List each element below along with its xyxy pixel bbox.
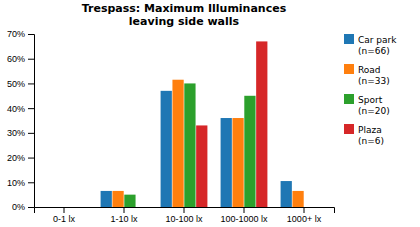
bar <box>244 96 255 207</box>
x-tick: 1000+ lx <box>287 207 322 224</box>
bar <box>304 207 315 208</box>
bar <box>161 91 172 207</box>
legend: Car park(n=66) Road(n=33) Sport(n=20) Plaza… <box>344 34 397 146</box>
title: Trespass: Maximum Illuminancesleaving si… <box>82 2 287 28</box>
y-tick: 10% <box>7 178 34 188</box>
bar-series <box>196 41 267 207</box>
y-axis: 0% 10% 20% 30% 40% 50% 60% 70% <box>7 29 35 212</box>
y-tick: 40% <box>7 104 34 114</box>
y-tick-mark <box>28 182 34 183</box>
legend-item: Sport(n=20) <box>344 94 390 116</box>
y-tick-mark <box>28 108 34 109</box>
x-axis: 0-1 lx 1-10 lx 10-100 lx 100-1000 lx 1000+ l… <box>35 207 335 224</box>
y-tick-label: 10% <box>7 178 25 188</box>
y-tick-label: 40% <box>7 104 25 114</box>
plot: 0% 10% 20% 30% 40% 50% 60% 70% 0-1 lx 1-10 lx 10-1… <box>7 29 335 224</box>
bar <box>316 207 327 208</box>
y-tick-label: 20% <box>7 153 25 163</box>
x-tick: 0-1 lx <box>53 207 76 224</box>
bar <box>64 207 75 208</box>
x-tick-mark <box>124 207 125 213</box>
x-tick-label: 100-1000 lx <box>220 214 268 224</box>
bar <box>52 207 63 208</box>
y-tick-mark <box>28 133 34 134</box>
y-tick-label: 30% <box>7 128 25 138</box>
x-tick-mark <box>304 207 305 213</box>
bar <box>101 191 112 207</box>
y-tick: 70% <box>7 29 34 39</box>
y-tick-label: 50% <box>7 79 25 89</box>
legend-label: Sport(n=20) <box>358 95 390 116</box>
bar <box>124 195 135 207</box>
x-tick-label: 10-100 lx <box>165 214 203 224</box>
y-tick: 60% <box>7 54 34 64</box>
bar <box>112 191 123 207</box>
x-axis-line <box>35 208 335 214</box>
bar <box>281 181 292 207</box>
x-tick: 10-100 lx <box>165 207 203 224</box>
y-tick-label: 60% <box>7 54 25 64</box>
bar <box>221 118 232 207</box>
y-tick: 0% <box>12 202 34 212</box>
chart: 0% 10% 20% 30% 40% 50% 60% 70% 0-1 lx 1-10 lx 10-1… <box>0 0 420 227</box>
bar <box>184 83 195 207</box>
y-tick: 20% <box>7 153 34 163</box>
y-axis-line <box>28 35 35 208</box>
y-tick-mark <box>28 207 34 208</box>
bar-series <box>112 80 303 207</box>
x-tick-mark <box>184 207 185 213</box>
y-tick-mark <box>28 83 34 84</box>
bar <box>172 80 183 207</box>
legend-swatch <box>344 94 354 104</box>
bar <box>232 118 243 207</box>
legend-label: Car park(n=66) <box>358 35 397 56</box>
y-tick-label: 0% <box>12 202 25 212</box>
x-tick-label: 0-1 lx <box>53 214 76 224</box>
legend-swatch <box>344 124 354 134</box>
legend-item: Plaza(n=6) <box>344 124 384 146</box>
bar <box>136 207 147 208</box>
bar <box>256 41 267 207</box>
x-tick: 1-10 lx <box>110 207 138 224</box>
bar <box>292 191 303 207</box>
legend-swatch <box>344 64 354 74</box>
bar <box>76 207 87 208</box>
bar-series <box>124 83 255 207</box>
x-tick: 100-1000 lx <box>220 207 268 224</box>
y-tick-mark <box>28 34 34 35</box>
x-tick-mark <box>244 207 245 213</box>
legend-label: Plaza(n=6) <box>358 125 384 146</box>
x-tick-label: 1-10 lx <box>110 214 138 224</box>
legend-item: Car park(n=66) <box>344 34 397 56</box>
x-tick-label: 1000+ lx <box>287 214 322 224</box>
bars <box>101 41 304 207</box>
legend-item: Road(n=33) <box>344 64 390 86</box>
legend-label: Road(n=33) <box>358 65 390 86</box>
bar <box>41 207 52 208</box>
x-tick-mark <box>64 207 65 213</box>
bar <box>196 125 207 207</box>
y-tick-label: 70% <box>7 29 25 39</box>
legend-swatch <box>344 34 354 44</box>
y-tick: 50% <box>7 79 34 89</box>
y-tick: 30% <box>7 128 34 138</box>
y-tick-mark <box>28 59 34 60</box>
y-tick-mark <box>28 158 34 159</box>
